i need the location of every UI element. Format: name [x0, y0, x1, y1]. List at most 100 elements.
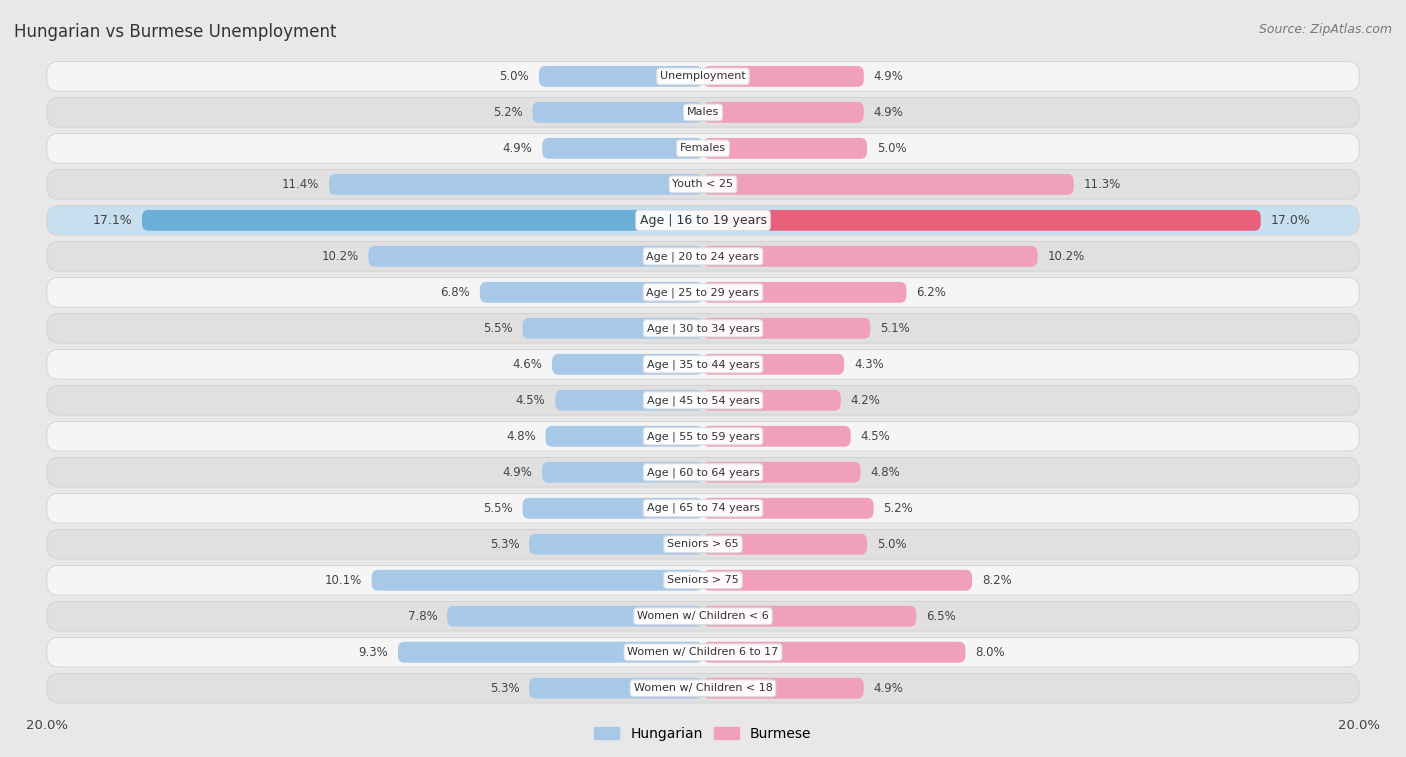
- Text: Women w/ Children < 18: Women w/ Children < 18: [634, 683, 772, 693]
- FancyBboxPatch shape: [46, 529, 1360, 559]
- FancyBboxPatch shape: [529, 534, 703, 555]
- Text: Hungarian vs Burmese Unemployment: Hungarian vs Burmese Unemployment: [14, 23, 336, 41]
- FancyBboxPatch shape: [371, 570, 703, 590]
- FancyBboxPatch shape: [703, 318, 870, 338]
- FancyBboxPatch shape: [553, 354, 703, 375]
- Text: 5.2%: 5.2%: [494, 106, 523, 119]
- FancyBboxPatch shape: [703, 390, 841, 411]
- Text: 4.9%: 4.9%: [502, 466, 533, 478]
- Text: 4.5%: 4.5%: [516, 394, 546, 407]
- Text: Age | 65 to 74 years: Age | 65 to 74 years: [647, 503, 759, 513]
- FancyBboxPatch shape: [447, 606, 703, 627]
- Text: 4.6%: 4.6%: [512, 358, 543, 371]
- FancyBboxPatch shape: [703, 354, 844, 375]
- FancyBboxPatch shape: [703, 426, 851, 447]
- FancyBboxPatch shape: [703, 174, 1074, 195]
- Text: 5.0%: 5.0%: [499, 70, 529, 83]
- Legend: Hungarian, Burmese: Hungarian, Burmese: [595, 727, 811, 741]
- FancyBboxPatch shape: [46, 61, 1360, 91]
- Text: 10.1%: 10.1%: [325, 574, 361, 587]
- Text: Unemployment: Unemployment: [661, 71, 745, 82]
- FancyBboxPatch shape: [46, 241, 1360, 271]
- FancyBboxPatch shape: [703, 138, 868, 159]
- FancyBboxPatch shape: [555, 390, 703, 411]
- Text: Males: Males: [688, 107, 718, 117]
- FancyBboxPatch shape: [703, 462, 860, 483]
- Text: 6.8%: 6.8%: [440, 286, 470, 299]
- FancyBboxPatch shape: [46, 457, 1360, 487]
- Text: 4.9%: 4.9%: [873, 682, 904, 695]
- Text: Age | 45 to 54 years: Age | 45 to 54 years: [647, 395, 759, 406]
- Text: Women w/ Children 6 to 17: Women w/ Children 6 to 17: [627, 647, 779, 657]
- FancyBboxPatch shape: [46, 422, 1360, 451]
- FancyBboxPatch shape: [46, 602, 1360, 631]
- FancyBboxPatch shape: [523, 498, 703, 519]
- Text: 5.0%: 5.0%: [877, 537, 907, 551]
- Text: Seniors > 65: Seniors > 65: [668, 539, 738, 550]
- Text: 4.3%: 4.3%: [853, 358, 883, 371]
- FancyBboxPatch shape: [46, 637, 1360, 667]
- Text: 6.2%: 6.2%: [917, 286, 946, 299]
- Text: Age | 60 to 64 years: Age | 60 to 64 years: [647, 467, 759, 478]
- Text: Youth < 25: Youth < 25: [672, 179, 734, 189]
- Text: 4.8%: 4.8%: [870, 466, 900, 478]
- FancyBboxPatch shape: [703, 246, 1038, 266]
- FancyBboxPatch shape: [523, 318, 703, 338]
- Text: Source: ZipAtlas.com: Source: ZipAtlas.com: [1258, 23, 1392, 36]
- FancyBboxPatch shape: [479, 282, 703, 303]
- FancyBboxPatch shape: [329, 174, 703, 195]
- FancyBboxPatch shape: [46, 350, 1360, 379]
- Text: 5.3%: 5.3%: [489, 682, 519, 695]
- Text: 17.0%: 17.0%: [1271, 213, 1310, 227]
- FancyBboxPatch shape: [46, 133, 1360, 163]
- Text: 5.1%: 5.1%: [880, 322, 910, 335]
- Text: 8.0%: 8.0%: [976, 646, 1005, 659]
- Text: 4.9%: 4.9%: [873, 70, 904, 83]
- FancyBboxPatch shape: [703, 678, 863, 699]
- FancyBboxPatch shape: [703, 534, 868, 555]
- FancyBboxPatch shape: [703, 66, 863, 87]
- FancyBboxPatch shape: [46, 565, 1360, 595]
- FancyBboxPatch shape: [46, 206, 1360, 235]
- FancyBboxPatch shape: [398, 642, 703, 662]
- FancyBboxPatch shape: [703, 282, 907, 303]
- FancyBboxPatch shape: [703, 210, 1261, 231]
- FancyBboxPatch shape: [538, 66, 703, 87]
- Text: 8.2%: 8.2%: [981, 574, 1011, 587]
- Text: 10.2%: 10.2%: [322, 250, 359, 263]
- Text: 4.5%: 4.5%: [860, 430, 890, 443]
- FancyBboxPatch shape: [46, 170, 1360, 199]
- Text: 7.8%: 7.8%: [408, 609, 437, 623]
- Text: Age | 25 to 29 years: Age | 25 to 29 years: [647, 287, 759, 298]
- FancyBboxPatch shape: [703, 606, 917, 627]
- Text: 5.3%: 5.3%: [489, 537, 519, 551]
- FancyBboxPatch shape: [142, 210, 703, 231]
- Text: 10.2%: 10.2%: [1047, 250, 1084, 263]
- FancyBboxPatch shape: [46, 385, 1360, 415]
- Text: 4.9%: 4.9%: [502, 142, 533, 155]
- FancyBboxPatch shape: [46, 674, 1360, 703]
- FancyBboxPatch shape: [46, 313, 1360, 343]
- Text: 9.3%: 9.3%: [359, 646, 388, 659]
- Text: 17.1%: 17.1%: [93, 213, 132, 227]
- FancyBboxPatch shape: [529, 678, 703, 699]
- Text: 4.2%: 4.2%: [851, 394, 880, 407]
- Text: Women w/ Children < 6: Women w/ Children < 6: [637, 611, 769, 621]
- Text: 6.5%: 6.5%: [927, 609, 956, 623]
- FancyBboxPatch shape: [703, 498, 873, 519]
- FancyBboxPatch shape: [46, 278, 1360, 307]
- Text: 5.5%: 5.5%: [484, 322, 513, 335]
- FancyBboxPatch shape: [703, 102, 863, 123]
- FancyBboxPatch shape: [546, 426, 703, 447]
- Text: 4.9%: 4.9%: [873, 106, 904, 119]
- Text: Seniors > 75: Seniors > 75: [666, 575, 740, 585]
- FancyBboxPatch shape: [703, 570, 972, 590]
- FancyBboxPatch shape: [368, 246, 703, 266]
- FancyBboxPatch shape: [703, 642, 966, 662]
- Text: Age | 35 to 44 years: Age | 35 to 44 years: [647, 359, 759, 369]
- Text: Age | 20 to 24 years: Age | 20 to 24 years: [647, 251, 759, 262]
- Text: 5.0%: 5.0%: [877, 142, 907, 155]
- FancyBboxPatch shape: [46, 98, 1360, 127]
- Text: 11.4%: 11.4%: [281, 178, 319, 191]
- Text: Age | 16 to 19 years: Age | 16 to 19 years: [640, 213, 766, 227]
